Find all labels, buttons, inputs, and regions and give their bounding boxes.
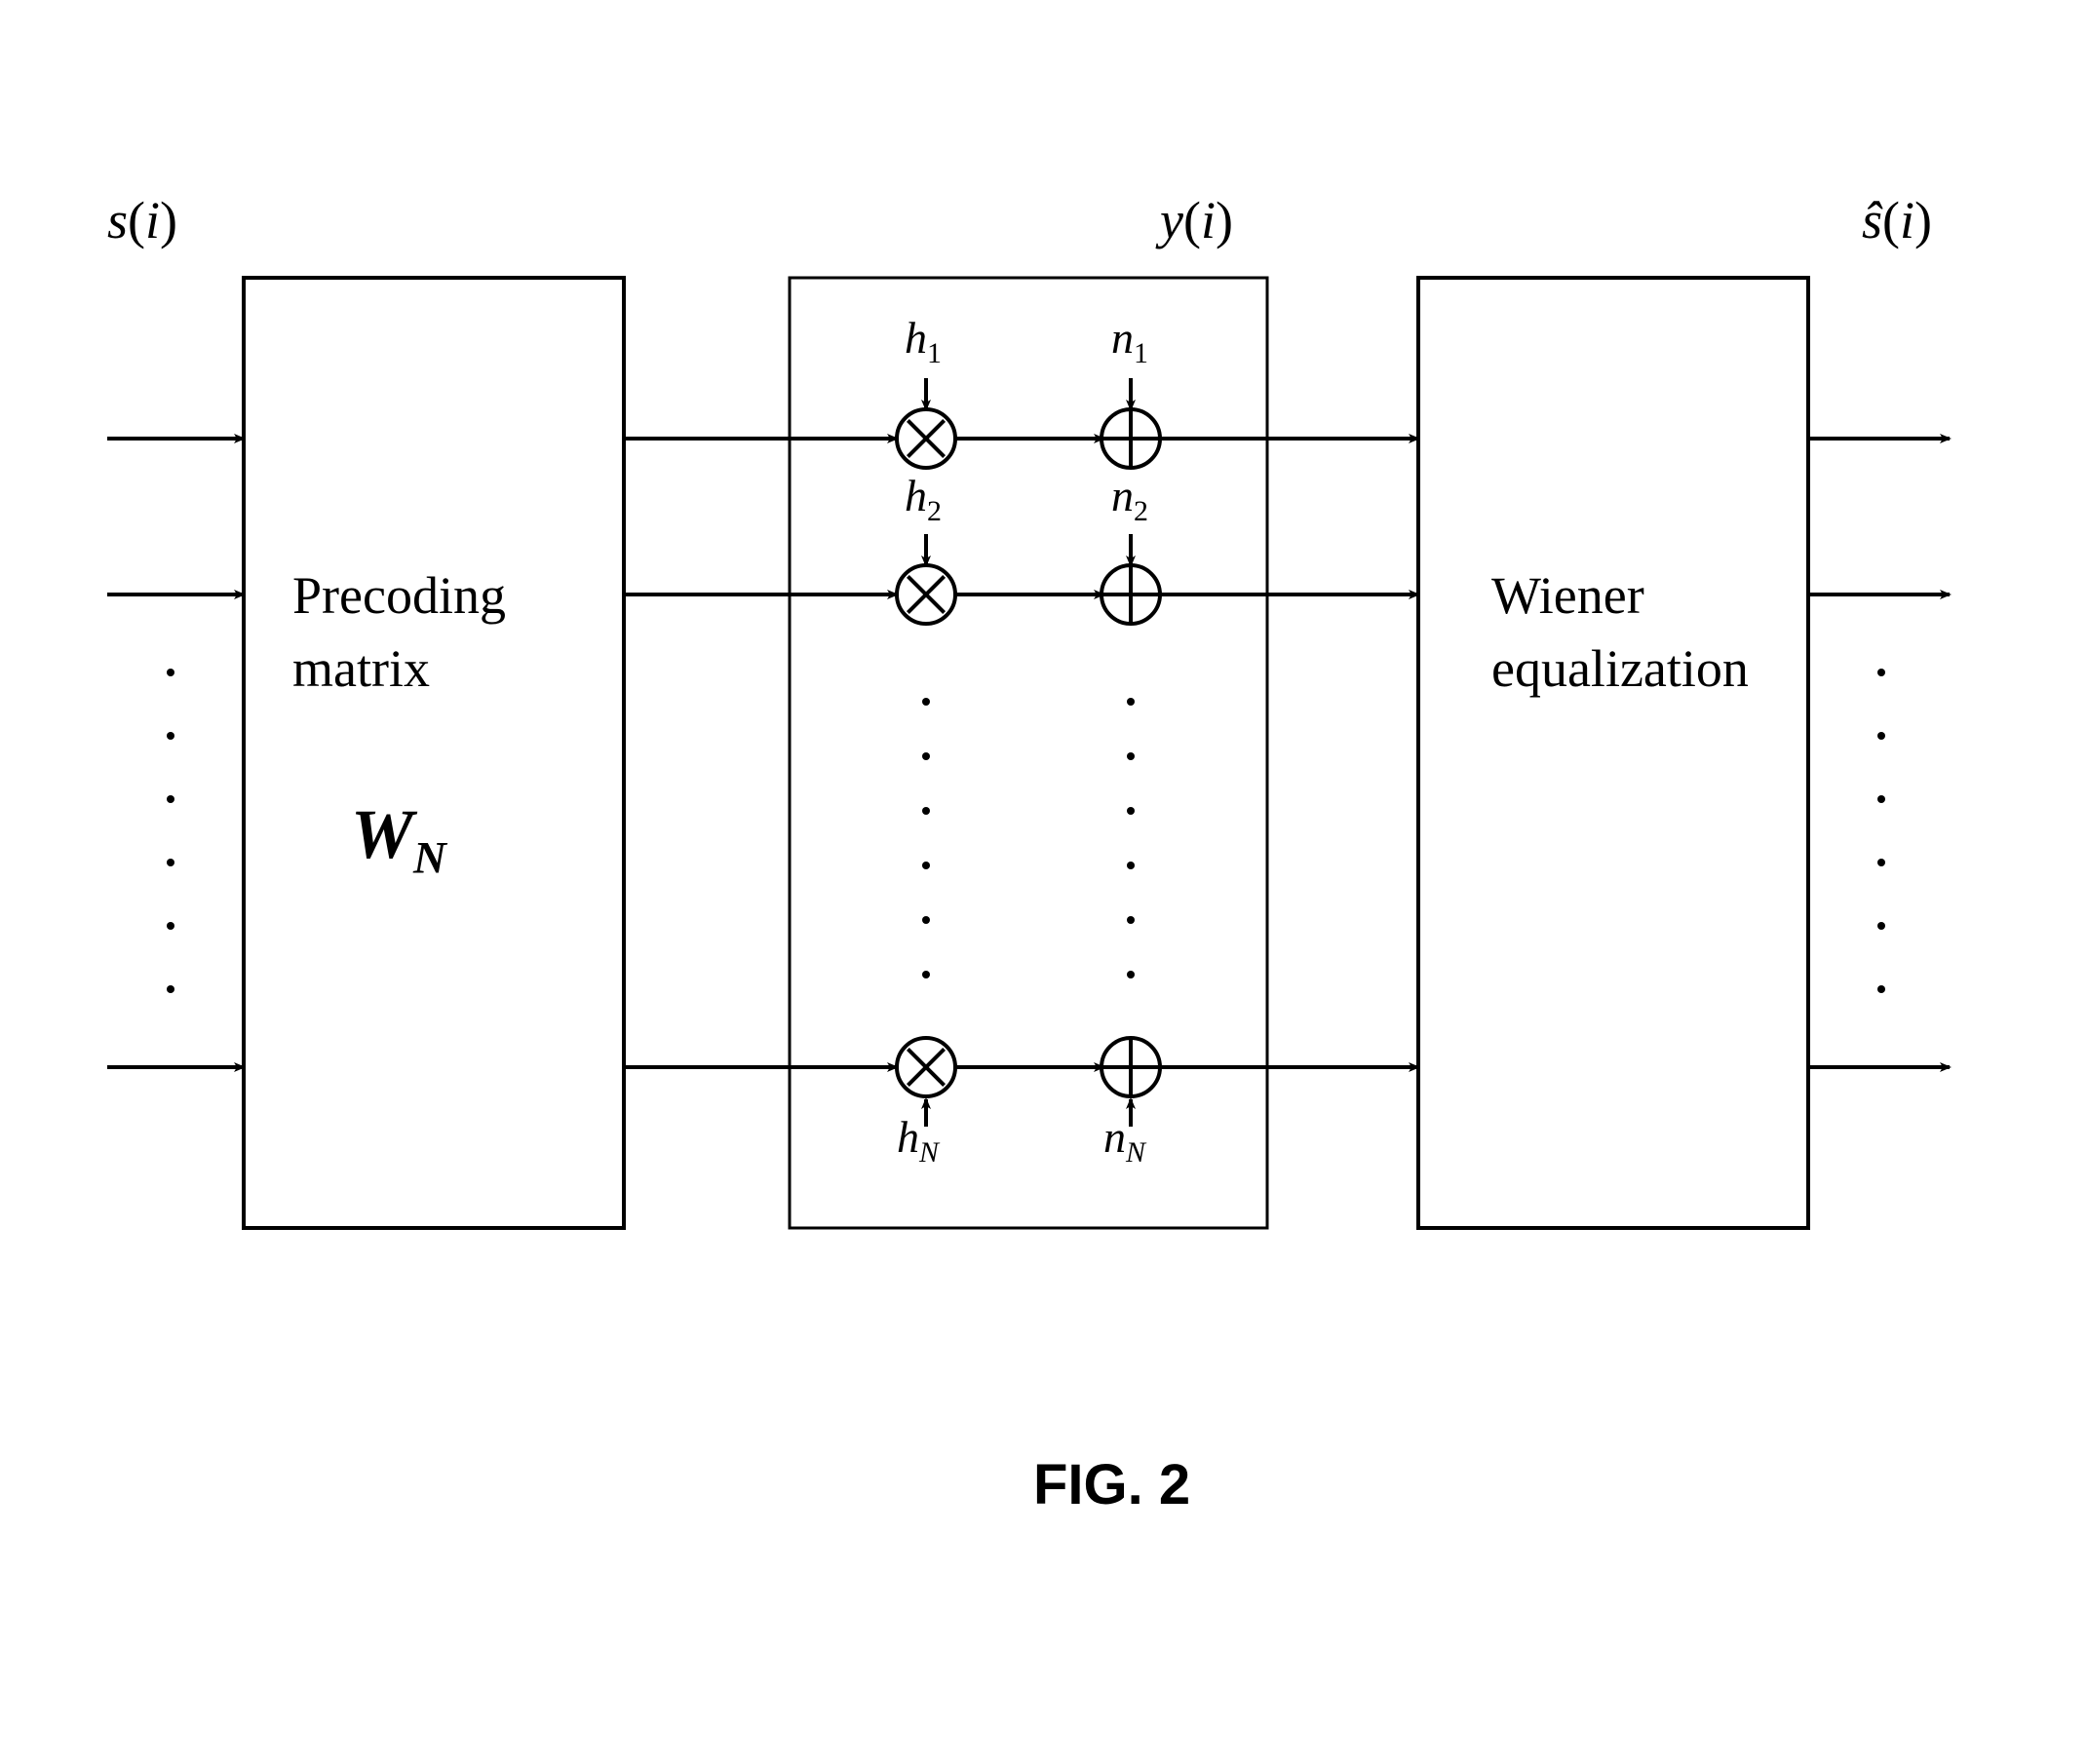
output-signal-label: ŝ(i): [1862, 190, 1932, 250]
channel-noise-n2-label: n2: [1111, 470, 1148, 528]
mid-signal-label: y(i): [1160, 190, 1233, 250]
channel-gain-h3-label: hN: [897, 1111, 939, 1170]
precoder-title-line2: matrix: [292, 638, 430, 699]
channel-noise-n3-label: nN: [1103, 1111, 1145, 1170]
equalizer-title-line2: equalization: [1491, 638, 1749, 699]
precoder-title-line1: Precoding: [292, 565, 506, 626]
channel-gain-h1-label: h1: [905, 312, 942, 370]
figure-caption: FIG. 2: [1033, 1452, 1190, 1517]
input-signal-label: s(i): [107, 190, 177, 250]
equalizer-title-line1: Wiener: [1491, 565, 1644, 626]
channel-gain-h2-label: h2: [905, 470, 942, 528]
precoder-matrix-symbol: WN: [351, 794, 446, 884]
channel-noise-n1-label: n1: [1111, 312, 1148, 370]
